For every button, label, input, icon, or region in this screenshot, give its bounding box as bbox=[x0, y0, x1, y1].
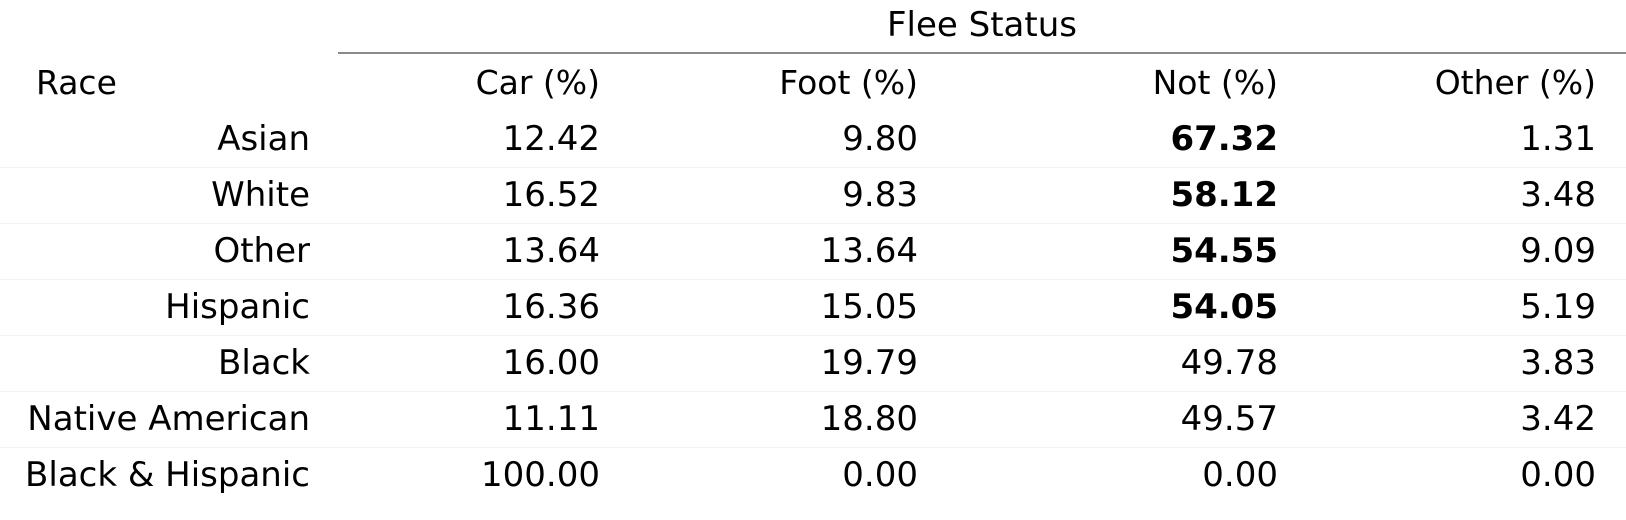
table-row: Native American 11.11 18.80 49.57 3.42 bbox=[0, 390, 1626, 448]
group-header-flee-status: Flee Status bbox=[887, 5, 1077, 45]
car-cell: 12.42 bbox=[502, 119, 600, 159]
not-cell: 0.00 bbox=[1202, 455, 1278, 495]
group-header-rule bbox=[338, 52, 1626, 54]
foot-cell: 19.79 bbox=[820, 343, 918, 383]
table-row: Other 13.64 13.64 54.55 9.09 bbox=[0, 222, 1626, 280]
column-header-foot: Foot (%) bbox=[779, 63, 918, 102]
row-separator bbox=[0, 447, 1626, 448]
column-header-car: Car (%) bbox=[475, 63, 600, 102]
other-cell: 1.31 bbox=[1520, 119, 1596, 159]
other-cell: 0.00 bbox=[1520, 455, 1596, 495]
row-separator bbox=[0, 279, 1626, 280]
foot-cell: 18.80 bbox=[820, 399, 918, 439]
not-cell: 54.05 bbox=[1170, 287, 1278, 327]
car-cell: 11.11 bbox=[502, 399, 600, 439]
foot-cell: 15.05 bbox=[820, 287, 918, 327]
table-row: White 16.52 9.83 58.12 3.48 bbox=[0, 166, 1626, 224]
car-cell: 100.00 bbox=[481, 455, 600, 495]
other-cell: 9.09 bbox=[1520, 231, 1596, 271]
row-separator bbox=[0, 167, 1626, 168]
row-separator bbox=[0, 223, 1626, 224]
column-header-race: Race bbox=[36, 63, 117, 102]
table-header-row: Race Car (%) Foot (%) Not (%) Other (%) bbox=[0, 54, 1626, 112]
other-cell: 3.42 bbox=[1520, 399, 1596, 439]
race-cell: Native American bbox=[27, 399, 310, 439]
other-cell: 5.19 bbox=[1520, 287, 1596, 327]
foot-cell: 0.00 bbox=[842, 455, 918, 495]
race-cell: Hispanic bbox=[165, 287, 310, 327]
table-row: Black & Hispanic 100.00 0.00 0.00 0.00 bbox=[0, 446, 1626, 504]
race-cell: Black & Hispanic bbox=[25, 455, 310, 495]
car-cell: 16.52 bbox=[502, 175, 600, 215]
car-cell: 16.00 bbox=[502, 343, 600, 383]
table-row: Asian 12.42 9.80 67.32 1.31 bbox=[0, 110, 1626, 168]
table-row: Black 16.00 19.79 49.78 3.83 bbox=[0, 334, 1626, 392]
not-cell: 54.55 bbox=[1170, 231, 1278, 271]
row-separator bbox=[0, 391, 1626, 392]
other-cell: 3.83 bbox=[1520, 343, 1596, 383]
foot-cell: 13.64 bbox=[820, 231, 918, 271]
car-cell: 16.36 bbox=[502, 287, 600, 327]
not-cell: 49.78 bbox=[1180, 343, 1278, 383]
race-cell: White bbox=[211, 175, 310, 215]
race-cell: Asian bbox=[217, 119, 310, 159]
other-cell: 3.48 bbox=[1520, 175, 1596, 215]
car-cell: 13.64 bbox=[502, 231, 600, 271]
row-separator bbox=[0, 335, 1626, 336]
not-cell: 49.57 bbox=[1180, 399, 1278, 439]
race-cell: Black bbox=[218, 343, 310, 383]
column-header-not: Not (%) bbox=[1152, 63, 1278, 102]
column-header-other: Other (%) bbox=[1434, 63, 1596, 102]
not-cell: 58.12 bbox=[1170, 175, 1278, 215]
race-cell: Other bbox=[213, 231, 310, 271]
foot-cell: 9.83 bbox=[842, 175, 918, 215]
not-cell: 67.32 bbox=[1170, 119, 1278, 159]
foot-cell: 9.80 bbox=[842, 119, 918, 159]
table-row: Hispanic 16.36 15.05 54.05 5.19 bbox=[0, 278, 1626, 336]
